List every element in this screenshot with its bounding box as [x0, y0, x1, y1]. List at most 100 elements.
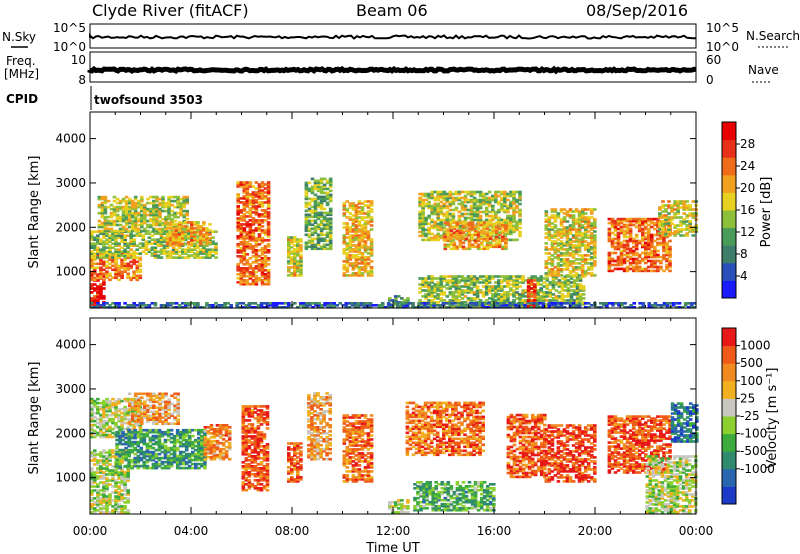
power-echo-cell	[503, 234, 507, 238]
power-echo-cell	[115, 217, 120, 221]
power-echo-cell	[366, 214, 371, 217]
power-echo-cell	[580, 272, 585, 275]
power-echo-cell	[688, 204, 692, 207]
power-echo-cell	[559, 274, 564, 277]
power-echo-cell	[488, 223, 493, 227]
power-echo-cell	[577, 222, 582, 225]
power-echo-cell	[454, 291, 459, 294]
power-echo-cell	[242, 267, 247, 270]
power-echo-cell	[545, 299, 550, 302]
power-echo-cell	[353, 302, 358, 305]
power-echo-cell	[161, 195, 165, 199]
power-echo-cell	[341, 304, 346, 307]
power-echo-cell	[96, 256, 100, 259]
power-echo-cell	[117, 306, 121, 309]
power-echo-cell	[120, 252, 124, 256]
power-echo-cell	[430, 299, 434, 302]
power-echo-cell	[427, 283, 431, 286]
power-echo-cell	[257, 235, 262, 238]
power-echo-cell	[557, 295, 562, 298]
power-echo-cell	[190, 254, 194, 257]
power-echo-cell	[613, 227, 618, 231]
power-echo-cell	[673, 212, 677, 215]
power-echo-cell	[479, 231, 484, 235]
power-echo-cell	[541, 306, 546, 309]
power-echo-cell	[495, 243, 499, 247]
power-echo-cell	[357, 274, 362, 277]
power-echo-cell	[685, 220, 689, 223]
power-echo-cell	[105, 238, 109, 241]
power-echo-cell	[363, 248, 368, 251]
power-echo-cell	[239, 201, 244, 204]
power-echo-cell	[492, 243, 496, 247]
power-echo-cell	[445, 192, 450, 196]
power-echo-cell	[492, 231, 496, 235]
power-echo-cell	[685, 204, 689, 207]
power-echo-cell	[123, 262, 127, 266]
power-echo-cell	[503, 279, 507, 282]
power-echo-cell	[205, 254, 209, 257]
power-echo-cell	[593, 222, 597, 225]
power-echo-cell	[374, 304, 379, 307]
power-echo-cell	[518, 214, 522, 218]
power-echo-cell	[328, 209, 333, 213]
power-echo-cell	[457, 190, 462, 194]
velocity-echo-cell	[90, 419, 94, 423]
power-echo-cell	[515, 275, 519, 278]
power-echo-cell	[676, 204, 680, 207]
power-echo-cell	[360, 226, 365, 229]
power-echo-cell	[248, 273, 253, 276]
power-echo-cell	[580, 266, 585, 269]
power-echo-cell	[108, 252, 112, 255]
power-echo-cell	[619, 227, 624, 231]
power-echo-cell	[369, 210, 374, 213]
power-echo-cell	[120, 234, 124, 237]
power-echo-cell	[316, 189, 321, 193]
power-echo-cell	[670, 222, 674, 225]
power-echo-cell	[332, 304, 336, 307]
power-echo-cell	[380, 302, 385, 305]
power-echo-cell	[369, 224, 374, 227]
power-echo-cell	[593, 224, 597, 227]
power-echo-cell	[524, 299, 528, 302]
power-echo-cell	[634, 251, 639, 255]
power-echo-cell	[467, 221, 472, 225]
power-echo-cell	[610, 219, 615, 223]
power-echo-cell	[132, 262, 136, 266]
power-echo-cell	[590, 266, 594, 269]
power-echo-cell	[380, 306, 385, 309]
power-echo-cell	[369, 220, 374, 223]
power-echo-cell	[183, 237, 188, 240]
power-echo-cell	[503, 192, 507, 196]
power-echo-cell	[641, 267, 645, 271]
power-echo-cell	[506, 283, 510, 286]
power-echo-cell	[557, 285, 562, 288]
power-echo-cell	[535, 306, 539, 309]
power-echo-cell	[167, 215, 171, 219]
velocity-echo-cell	[99, 415, 103, 419]
power-echo-cell	[586, 236, 591, 239]
power-echo-cell	[129, 276, 133, 280]
power-echo-cell	[641, 229, 645, 233]
power-echo-cell	[177, 229, 182, 232]
power-echo-cell	[559, 242, 564, 245]
power-echo-cell	[536, 293, 540, 296]
power-echo-cell	[583, 226, 588, 229]
power-echo-cell	[96, 287, 100, 290]
power-echo-cell	[682, 228, 686, 231]
power-echo-cell	[103, 217, 108, 221]
power-echo-cell	[583, 262, 588, 265]
station-title: Clyde River (fitACF)	[92, 1, 249, 20]
power-echo-cell	[641, 231, 645, 235]
power-echo-cell	[155, 209, 159, 213]
power-echo-cell	[481, 275, 486, 278]
power-echo-cell	[427, 192, 431, 196]
power-echo-cell	[466, 216, 471, 220]
power-echo-cell	[214, 246, 218, 249]
power-echo-cell	[605, 302, 609, 305]
power-echo-cell	[100, 197, 105, 201]
power-echo-cell	[650, 219, 654, 223]
power-echo-cell	[348, 248, 353, 251]
power-echo-cell	[354, 234, 359, 237]
